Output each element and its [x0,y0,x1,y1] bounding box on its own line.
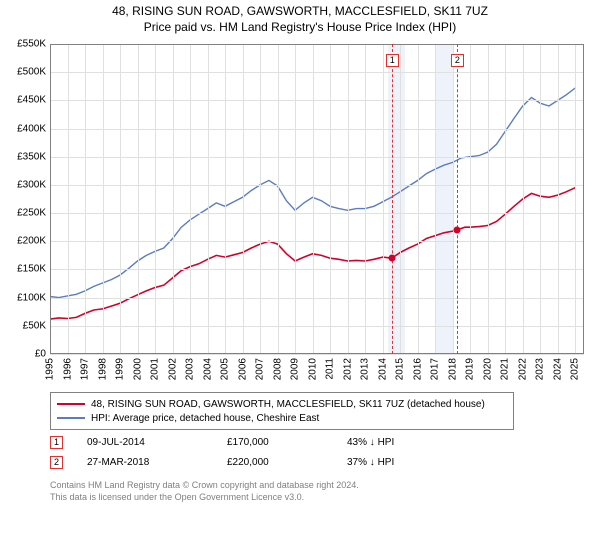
gridline-h [50,354,584,355]
x-tick-label: 2002 [167,358,178,380]
x-tick-label: 2014 [377,358,388,380]
x-tick-label: 2010 [307,358,318,380]
sales-row: 1 09-JUL-2014£170,00043% ↓ HPI [50,432,394,452]
y-tick-label: £0 [0,349,46,360]
x-tick-label: 2022 [517,358,528,380]
legend-row: HPI: Average price, detached house, Ches… [57,411,507,425]
legend-swatch [57,403,85,405]
x-tick-label: 2021 [500,358,511,380]
credit-line2: This data is licensed under the Open Gov… [50,492,359,504]
credit-line1: Contains HM Land Registry data © Crown c… [50,480,359,492]
plot-area [50,44,584,354]
legend-swatch [57,417,85,419]
y-tick-label: £450K [0,95,46,106]
credit-text: Contains HM Land Registry data © Crown c… [50,480,359,503]
x-tick-label: 2004 [202,358,213,380]
marker-dash [392,44,393,354]
x-tick-label: 2020 [482,358,493,380]
y-tick-label: £250K [0,208,46,219]
x-tick-label: 2024 [552,358,563,380]
sales-price: £170,000 [227,437,347,448]
title-line2: Price paid vs. HM Land Registry's House … [0,20,600,36]
y-tick-label: £400K [0,123,46,134]
x-tick-label: 2013 [360,358,371,380]
sales-delta: 37% ↓ HPI [347,457,394,468]
sales-delta: 43% ↓ HPI [347,437,394,448]
y-tick-label: £300K [0,179,46,190]
x-tick-label: 2019 [465,358,476,380]
x-tick-label: 1997 [80,358,91,380]
x-tick-label: 2012 [342,358,353,380]
y-tick-label: £500K [0,67,46,78]
x-tick-label: 1995 [45,358,56,380]
sales-date: 27-MAR-2018 [87,457,227,468]
x-tick-label: 2008 [272,358,283,380]
x-tick-label: 1999 [115,358,126,380]
marker-dash [457,44,458,354]
y-tick-label: £150K [0,264,46,275]
y-tick-label: £50K [0,320,46,331]
legend-row: 48, RISING SUN ROAD, GAWSWORTH, MACCLESF… [57,397,507,411]
sale-dot [388,255,395,262]
x-tick-label: 2003 [185,358,196,380]
x-tick-label: 2018 [447,358,458,380]
x-tick-label: 2005 [220,358,231,380]
sale-dot [453,227,460,234]
legend-label: HPI: Average price, detached house, Ches… [91,413,319,424]
x-tick-label: 2023 [535,358,546,380]
x-tick-label: 2006 [237,358,248,380]
title-line1: 48, RISING SUN ROAD, GAWSWORTH, MACCLESF… [0,4,600,20]
sales-table: 1 09-JUL-2014£170,00043% ↓ HPI 2 27-MAR-201… [50,432,394,472]
sales-marker-box: 2 [50,456,63,469]
sales-price: £220,000 [227,457,347,468]
marker-box: 2 [451,54,464,67]
y-tick-label: £350K [0,151,46,162]
sales-date: 09-JUL-2014 [87,437,227,448]
sales-marker-box: 1 [50,436,63,449]
y-tick-label: £200K [0,236,46,247]
x-tick-label: 2000 [132,358,143,380]
x-tick-label: 2016 [412,358,423,380]
x-tick-label: 2009 [290,358,301,380]
x-tick-label: 2017 [430,358,441,380]
x-tick-label: 1998 [97,358,108,380]
x-tick-label: 2015 [395,358,406,380]
sales-row: 2 27-MAR-2018£220,00037% ↓ HPI [50,452,394,472]
x-tick-label: 2007 [255,358,266,380]
chart-title: 48, RISING SUN ROAD, GAWSWORTH, MACCLESF… [0,0,600,35]
x-tick-label: 2025 [570,358,581,380]
x-tick-label: 1996 [62,358,73,380]
legend-label: 48, RISING SUN ROAD, GAWSWORTH, MACCLESF… [91,399,485,410]
y-tick-label: £550K [0,39,46,50]
x-tick-label: 2001 [150,358,161,380]
plot-border [50,44,584,354]
y-tick-label: £100K [0,292,46,303]
x-tick-label: 2011 [325,358,336,380]
legend: 48, RISING SUN ROAD, GAWSWORTH, MACCLESF… [50,392,514,430]
marker-box: 1 [386,54,399,67]
